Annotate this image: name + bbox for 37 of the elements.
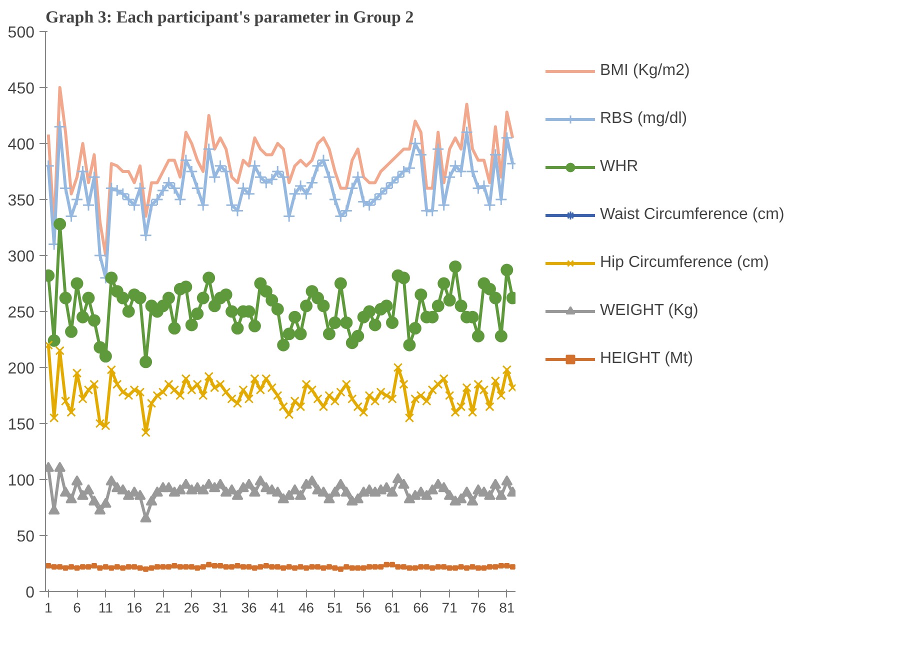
y-tick-label: 200 xyxy=(8,360,35,378)
legend-label: BMI (Kg/m2) xyxy=(600,62,690,80)
chart-title: Graph 3: Each participant's parameter in Group 2 xyxy=(46,8,414,26)
y-tick-label: 350 xyxy=(8,192,35,210)
y-tick-label: 250 xyxy=(8,304,35,322)
x-tick-label: 6 xyxy=(73,600,82,616)
x-tick-label: 81 xyxy=(499,600,515,616)
y-tick-label: 400 xyxy=(8,136,35,154)
x-tick-label: 51 xyxy=(327,600,343,616)
x-tick-label: 26 xyxy=(184,600,200,616)
y-tick-label: 450 xyxy=(8,80,35,98)
x-tick-label: 36 xyxy=(241,600,257,616)
x-tick-label: 66 xyxy=(413,600,429,616)
x-tick-label: 11 xyxy=(98,600,114,616)
x-tick-label: 56 xyxy=(356,600,372,616)
y-tick-label: 0 xyxy=(26,584,35,602)
y-tick-label: 50 xyxy=(16,528,35,546)
x-tick-label: 46 xyxy=(298,600,314,616)
x-tick-label: 21 xyxy=(155,600,171,616)
legend-label: HEIGHT (Mt) xyxy=(600,350,694,368)
legend-label: WHR xyxy=(600,158,638,176)
y-tick-label: 300 xyxy=(8,248,35,266)
x-tick-label: 1 xyxy=(44,600,52,616)
x-tick-label: 31 xyxy=(212,600,228,616)
x-tick-label: 71 xyxy=(442,600,458,616)
x-tick-label: 16 xyxy=(126,600,142,616)
y-tick-label: 100 xyxy=(8,472,35,490)
x-tick-label: 61 xyxy=(384,600,400,616)
legend-label: RBS (mg/dl) xyxy=(600,110,688,128)
line-series xyxy=(46,86,514,257)
y-tick-label: 150 xyxy=(8,416,35,434)
legend-label: Hip Circumference (cm) xyxy=(600,254,769,272)
legend-label: WEIGHT (Kg) xyxy=(600,302,698,320)
x-tick-label: 76 xyxy=(470,600,486,616)
x-tick-label: 41 xyxy=(270,600,286,616)
legend-label: Waist Circumference (cm) xyxy=(600,206,784,224)
y-tick-label: 500 xyxy=(8,24,35,42)
